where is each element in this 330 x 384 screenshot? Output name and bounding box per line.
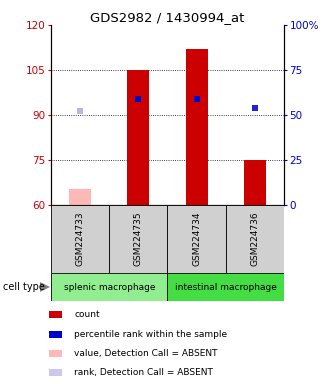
Bar xyxy=(168,273,284,301)
Bar xyxy=(50,369,62,376)
Bar xyxy=(226,205,284,273)
Bar xyxy=(69,189,91,205)
Text: value, Detection Call = ABSENT: value, Detection Call = ABSENT xyxy=(74,349,217,358)
Bar xyxy=(50,331,62,338)
Bar xyxy=(244,161,266,205)
Text: GSM224735: GSM224735 xyxy=(134,212,143,266)
Bar xyxy=(185,49,208,205)
Text: count: count xyxy=(74,310,100,319)
Bar xyxy=(51,205,109,273)
Text: GSM224736: GSM224736 xyxy=(250,212,259,266)
Bar xyxy=(51,273,168,301)
Text: GSM224734: GSM224734 xyxy=(192,212,201,266)
Bar xyxy=(50,350,62,357)
Text: rank, Detection Call = ABSENT: rank, Detection Call = ABSENT xyxy=(74,368,213,377)
Bar xyxy=(50,311,62,318)
Bar xyxy=(127,70,149,205)
Text: cell type: cell type xyxy=(3,282,45,292)
Text: intestinal macrophage: intestinal macrophage xyxy=(175,283,277,291)
Text: GSM224733: GSM224733 xyxy=(76,212,85,266)
Text: percentile rank within the sample: percentile rank within the sample xyxy=(74,329,227,339)
Bar xyxy=(109,205,167,273)
Bar xyxy=(168,205,226,273)
Title: GDS2982 / 1430994_at: GDS2982 / 1430994_at xyxy=(90,11,245,24)
Text: splenic macrophage: splenic macrophage xyxy=(64,283,155,291)
